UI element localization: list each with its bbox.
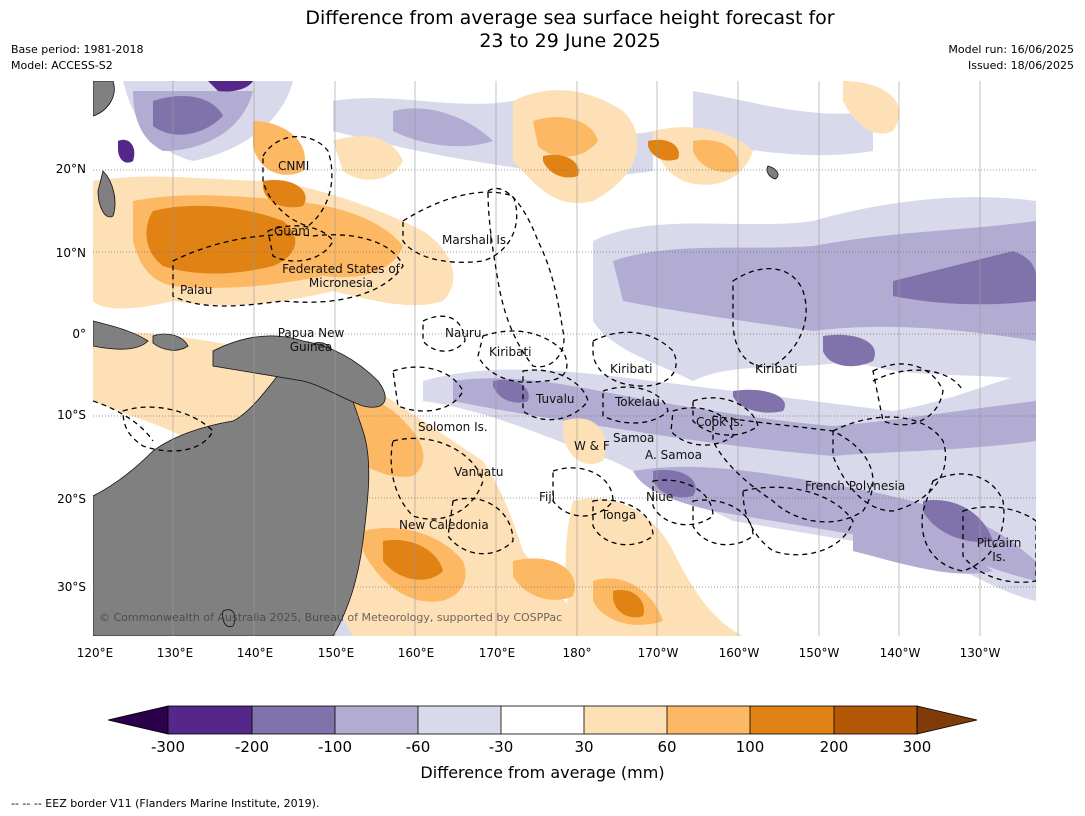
model-name: Model: ACCESS-S2	[11, 59, 113, 72]
colorbar-extend-high	[916, 705, 978, 735]
lon-tick-160w: 160°W	[718, 646, 760, 660]
title-line-2: 23 to 29 June 2025	[479, 30, 661, 52]
region-label-samoa: Samoa	[613, 431, 655, 445]
lon-tick-140e: 140°E	[236, 646, 274, 660]
colorbar-bin-3	[335, 706, 418, 734]
lat-tick-30s: 30°S	[57, 580, 86, 594]
colorbar-bin-1	[168, 706, 252, 734]
colorbar-tick-m100: -100	[317, 738, 353, 756]
lon-tick-150w: 150°W	[798, 646, 840, 660]
colorbar-bin-2	[252, 706, 335, 734]
colorbar-bin-8	[750, 706, 834, 734]
lon-tick-160e: 160°E	[397, 646, 435, 660]
land-masses	[93, 81, 779, 636]
copyright-notice: © Commonwealth of Australia 2025, Bureau…	[99, 611, 563, 624]
anomaly-field	[93, 81, 1036, 636]
chart-title: Difference from average sea surface heig…	[0, 7, 1085, 53]
graticule	[172, 81, 981, 636]
colorbar-bin-4	[418, 706, 501, 734]
latitude-lines	[93, 169, 1036, 588]
issued-date: Issued: 18/06/2025	[967, 59, 1074, 72]
colorbar-tick-m300: -300	[150, 738, 186, 756]
region-label-new-caledonia: New Caledonia	[399, 518, 489, 532]
eez-footnote: -- -- -- EEZ border V11 (Flanders Marine…	[11, 797, 320, 810]
lon-tick-140w: 140°W	[879, 646, 921, 660]
region-label-tonga: Tonga	[601, 508, 637, 522]
colorbar-tick-100: 100	[735, 738, 765, 756]
map-panel: CNMI Guam Marshall Is. Federated States …	[93, 81, 1036, 636]
region-label-tuvalu: Tuvalu	[536, 392, 575, 406]
base-period: Base period: 1981-2018	[11, 43, 144, 56]
colorbar-extend-low	[108, 705, 169, 735]
meta-left: Base period: 1981-2018 Model: ACCESS-S2	[11, 42, 143, 74]
lon-tick-170e: 170°E	[478, 646, 516, 660]
region-label-cnmi: CNMI	[278, 159, 310, 173]
region-label-solomon-islands: Solomon Is.	[418, 420, 488, 434]
region-label-cook-islands: Cook Is.	[696, 415, 744, 429]
region-label-american-samoa: A. Samoa	[645, 448, 702, 462]
region-label-pitcairn: Pitcairn Is.	[976, 536, 1022, 564]
region-label-niue: Niue	[646, 490, 674, 504]
title-line-1: Difference from average sea surface heig…	[305, 7, 835, 29]
region-label-kiribati-3: Kiribati	[755, 362, 798, 376]
lat-tick-0: 0°	[72, 327, 86, 341]
lon-tick-180: 180°	[562, 646, 592, 660]
region-label-micronesia: Federated States of Micronesia	[282, 262, 400, 290]
colorbar-tick-60: 60	[657, 738, 677, 756]
region-label-vanuatu: Vanuatu	[454, 465, 504, 479]
region-label-marshall-islands: Marshall Is.	[442, 233, 510, 247]
lat-tick-20n: 20°N	[55, 162, 86, 176]
lon-tick-130w: 130°W	[959, 646, 1001, 660]
lon-tick-130e: 130°E	[156, 646, 194, 660]
eez-borders	[93, 135, 1036, 583]
colorbar-tick-300: 300	[902, 738, 932, 756]
colorbar-bin-6	[584, 706, 667, 734]
region-label-tokelau: Tokelau	[615, 395, 660, 409]
region-label-wallis-futuna: W & F	[574, 439, 610, 453]
lon-tick-150e: 150°E	[317, 646, 355, 660]
region-label-png: Papua New Guinea	[277, 326, 345, 354]
region-label-fiji: Fiji	[539, 490, 556, 504]
colorbar-tick-30: 30	[574, 738, 594, 756]
region-label-kiribati-2: Kiribati	[610, 362, 653, 376]
region-label-nauru: Nauru	[445, 326, 482, 340]
lat-tick-10s: 10°S	[57, 408, 86, 422]
colorbar-tick-200: 200	[819, 738, 849, 756]
colorbar-tick-m200: -200	[234, 738, 270, 756]
lat-tick-10n: 10°N	[55, 246, 86, 260]
colorbar-bin-9	[834, 706, 917, 734]
colorbar-label: Difference from average (mm)	[420, 763, 665, 782]
colorbar-tick-m30: -30	[488, 738, 514, 756]
lat-tick-20s: 20°S	[57, 492, 86, 506]
region-label-palau: Palau	[180, 283, 213, 297]
model-run: Model run: 16/06/2025	[948, 43, 1074, 56]
region-label-guam: Guam	[274, 224, 310, 238]
region-label-kiribati-1: Kiribati	[489, 345, 532, 359]
map-canvas	[93, 81, 1036, 636]
colorbar	[108, 705, 978, 735]
region-label-french-polynesia: French Polynesia	[805, 479, 906, 493]
meta-right: Model run: 16/06/2025 Issued: 18/06/2025	[948, 42, 1074, 74]
colorbar-bin-5	[501, 706, 584, 734]
lon-tick-120e: 120°E	[76, 646, 114, 660]
lon-tick-170w: 170°W	[637, 646, 679, 660]
colorbar-tick-m60: -60	[405, 738, 431, 756]
colorbar-bin-7	[667, 706, 750, 734]
